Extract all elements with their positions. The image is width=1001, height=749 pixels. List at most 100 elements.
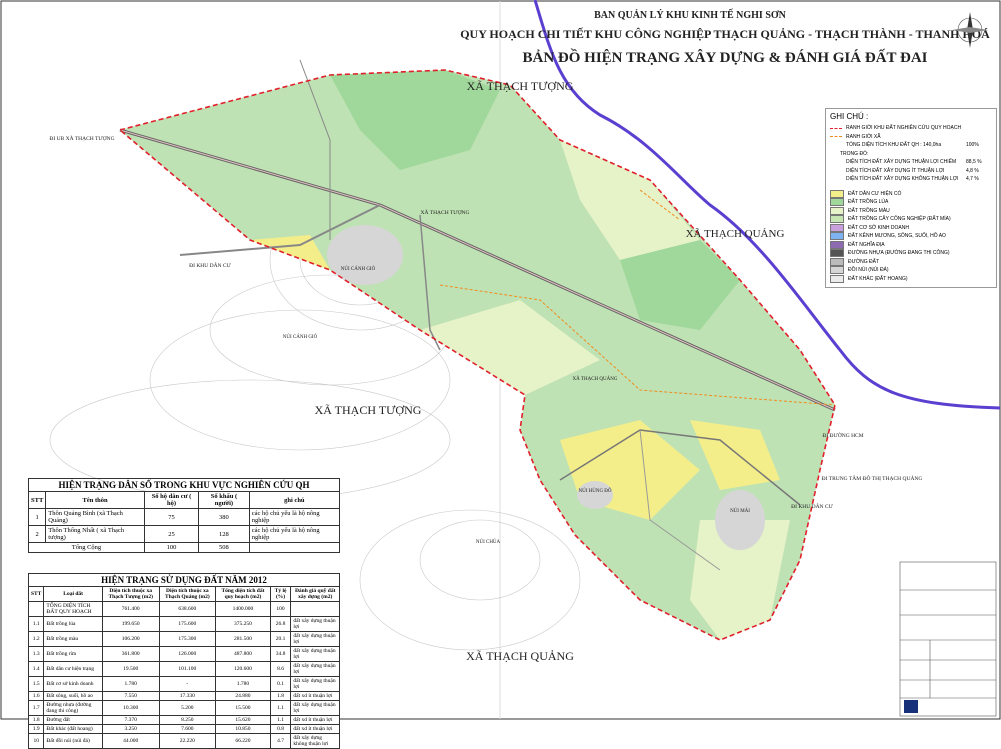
cell: 1.6	[27, 691, 45, 701]
cell: 101.100	[158, 661, 217, 677]
cell: 10.850	[215, 724, 271, 734]
legend-value: 88,5 %	[966, 159, 982, 166]
cell: 24.880	[215, 691, 271, 701]
cell: 26.8	[269, 616, 292, 632]
legend-label: ĐƯỜNG ĐẤT	[848, 258, 880, 265]
place-label: XÃ THẠCH TƯỢNG	[421, 208, 470, 216]
header-cell: Diện tích thuộc xa Thạch Quảng (m2)	[158, 586, 217, 602]
title-block	[899, 561, 997, 717]
hill-label: NÚI CHÙA	[476, 539, 501, 545]
hill-label: NÚI CÁNH GIÓ	[341, 266, 376, 272]
study-boundary	[118, 69, 836, 641]
cell: TỔNG DIỆN TÍCH ĐẤT QUY HOẠCH	[43, 601, 103, 617]
cell: 126.000	[158, 646, 217, 662]
legend-item: ĐẤT TRỒNG LÚA	[826, 198, 996, 207]
cell: 1.7	[27, 700, 45, 716]
cell: Thôn Quảng Bình (xã Thạch Quảng)	[45, 508, 145, 526]
cell: 761.400	[101, 601, 160, 617]
legend-value: 100%	[966, 142, 979, 149]
hill-label: NÚI MÁI	[730, 508, 750, 514]
table-row: 1.6 Đất sông, suối, hồ ao 7.550 17.330 24.88…	[27, 691, 340, 701]
legend-item: ĐƯỜNG NHỰA (ĐƯỜNG ĐANG THI CÔNG)	[826, 249, 996, 258]
cell: 1.1	[269, 700, 292, 716]
cell: 7.370	[101, 715, 160, 725]
legend-label: ĐẤT DÂN CƯ HIỆN CÓ	[848, 190, 902, 197]
cell: đất xây dựng không thuận lợi	[290, 733, 340, 749]
cell: 2	[27, 525, 47, 543]
table-row: 1 Thôn Quảng Bình (xã Thạch Quảng) 75 380 cá…	[27, 508, 341, 526]
cell: 0.1	[269, 676, 292, 692]
table-row: 1.2 Đất trồng màu 106.200 175.300 281.500 20.…	[27, 631, 340, 647]
table-row: 1.3 Đất trồng rừa 361.800 126.000 487.800 34.…	[27, 646, 340, 662]
legend-label: ĐẤT TRỒNG CÂY CÔNG NGHIỆP (ĐẤT MÍA)	[848, 216, 951, 223]
table-header: STT Loại đất Diện tích thuộc xa Thạch Tượn…	[27, 586, 340, 602]
legend-swatch	[830, 198, 844, 207]
cell: 1.8	[269, 691, 292, 701]
commune-label: XÃ THẠCH TƯỢNG	[467, 79, 574, 93]
header-cell: STT	[27, 586, 45, 602]
cell: 34.8	[269, 646, 292, 662]
legend-swatch	[830, 232, 844, 241]
cell: 15.500	[215, 700, 271, 716]
cell: 25	[143, 525, 200, 543]
legend-label: DIỆN TÍCH ĐẤT XÂY DỰNG KHÔNG THUẬN LỢI	[846, 176, 959, 183]
cell: 19.500	[101, 661, 160, 677]
legend-line	[830, 127, 842, 129]
legend-label: TỔNG DIỆN TÍCH KHU ĐẤT QH : 140,0ha	[846, 142, 942, 149]
legend-item: ĐẤT NGHĨA ĐỊA	[826, 240, 996, 250]
cell: 128	[198, 525, 250, 543]
cell: 361.800	[101, 646, 160, 662]
cell: Đất đồi núi (núi đá)	[43, 733, 103, 749]
legend-swatch	[830, 249, 844, 258]
cell: 1.1	[27, 616, 45, 632]
legend-value: 4,8 %	[966, 167, 979, 174]
cell: đất xây dựng thuận lợi	[290, 700, 340, 716]
table-row: 1.8 Đường đất 7.370 8.250 15.620 1.1 đất xd ít…	[27, 715, 340, 725]
road-label: ĐI KHU DÂN CƯ	[189, 261, 231, 269]
cell: 175.600	[158, 616, 217, 632]
cell: 0.8	[269, 724, 292, 734]
cell: 44.000	[101, 733, 160, 749]
legend-label: ĐẤT KHÁC (ĐẤT HOANG)	[848, 275, 908, 282]
legend-value: 4,7 %	[966, 176, 979, 183]
cell: 20.1	[269, 631, 292, 647]
legend-swatch	[830, 223, 844, 232]
cell: 1.9	[27, 724, 45, 734]
legend-item: DIỆN TÍCH ĐẤT XÂY DỰNG THUẬN LỢI CHIẾM 88…	[826, 158, 996, 167]
legend-item: ĐẤT TRỒNG MÀU	[826, 206, 996, 216]
header-cell: Tên thôn	[45, 491, 145, 509]
cell: đất xây dựng thuận lợi	[290, 616, 340, 632]
cell: 380	[198, 508, 250, 526]
legend-swatch	[830, 215, 844, 224]
header-cell: Đánh giá quỹ đất xây dựng (m2)	[290, 586, 340, 602]
cell: Đất cơ sở kinh doanh	[43, 676, 103, 692]
roads	[119, 59, 836, 571]
cell: đất xd ít thuận lợi	[290, 724, 340, 734]
table-title: HIỆN TRẠNG SỬ DỤNG ĐẤT NĂM 2012	[28, 573, 340, 586]
legend-item: ĐẤT TRỒNG CÂY CÔNG NGHIỆP (ĐẤT MÍA)	[826, 215, 996, 224]
legend-item: ĐẤT KHÁC (ĐẤT HOANG)	[826, 274, 996, 284]
legend-swatch	[830, 189, 844, 198]
road-label: ĐI UB XÃ THẠCH TƯỢNG	[49, 134, 114, 142]
cell: 175.300	[158, 631, 217, 647]
legend-label: ĐƯỜNG NHỰA (ĐƯỜNG ĐANG THI CÔNG)	[848, 250, 950, 257]
cell: đất xây dựng thuận lợi	[290, 646, 340, 662]
cell: 375.250	[215, 616, 271, 632]
header-cell: STT	[27, 491, 47, 509]
legend-item: TRONG ĐÓ:	[826, 150, 996, 159]
table-row: 2 Thôn Thống Nhất ( xã Thạch tượng) 25 128 c…	[27, 525, 341, 543]
fields	[250, 70, 790, 640]
legend-swatch	[830, 266, 844, 275]
cell: 22.220	[158, 733, 217, 749]
table-title: HIỆN TRẠNG DÂN SỐ TRONG KHU VỰC NGHIÊN C…	[28, 478, 340, 491]
cell: đất xd ít thuận lợi	[290, 691, 340, 701]
cell: 1.5	[27, 676, 45, 692]
cell: Đường đất	[43, 715, 103, 725]
cell: 7.550	[101, 691, 160, 701]
cell: Đất sông, suối, hồ ao	[43, 691, 103, 701]
table-row: 10 Đất đồi núi (núi đá) 44.000 22.220 66.220…	[27, 733, 340, 749]
header-cell: Diện tích thuộc xa Thạch Tượng (m2)	[101, 586, 160, 602]
commune-label: XÃ THẠCH QUẢNG	[686, 228, 785, 240]
legend-swatch	[830, 240, 844, 249]
